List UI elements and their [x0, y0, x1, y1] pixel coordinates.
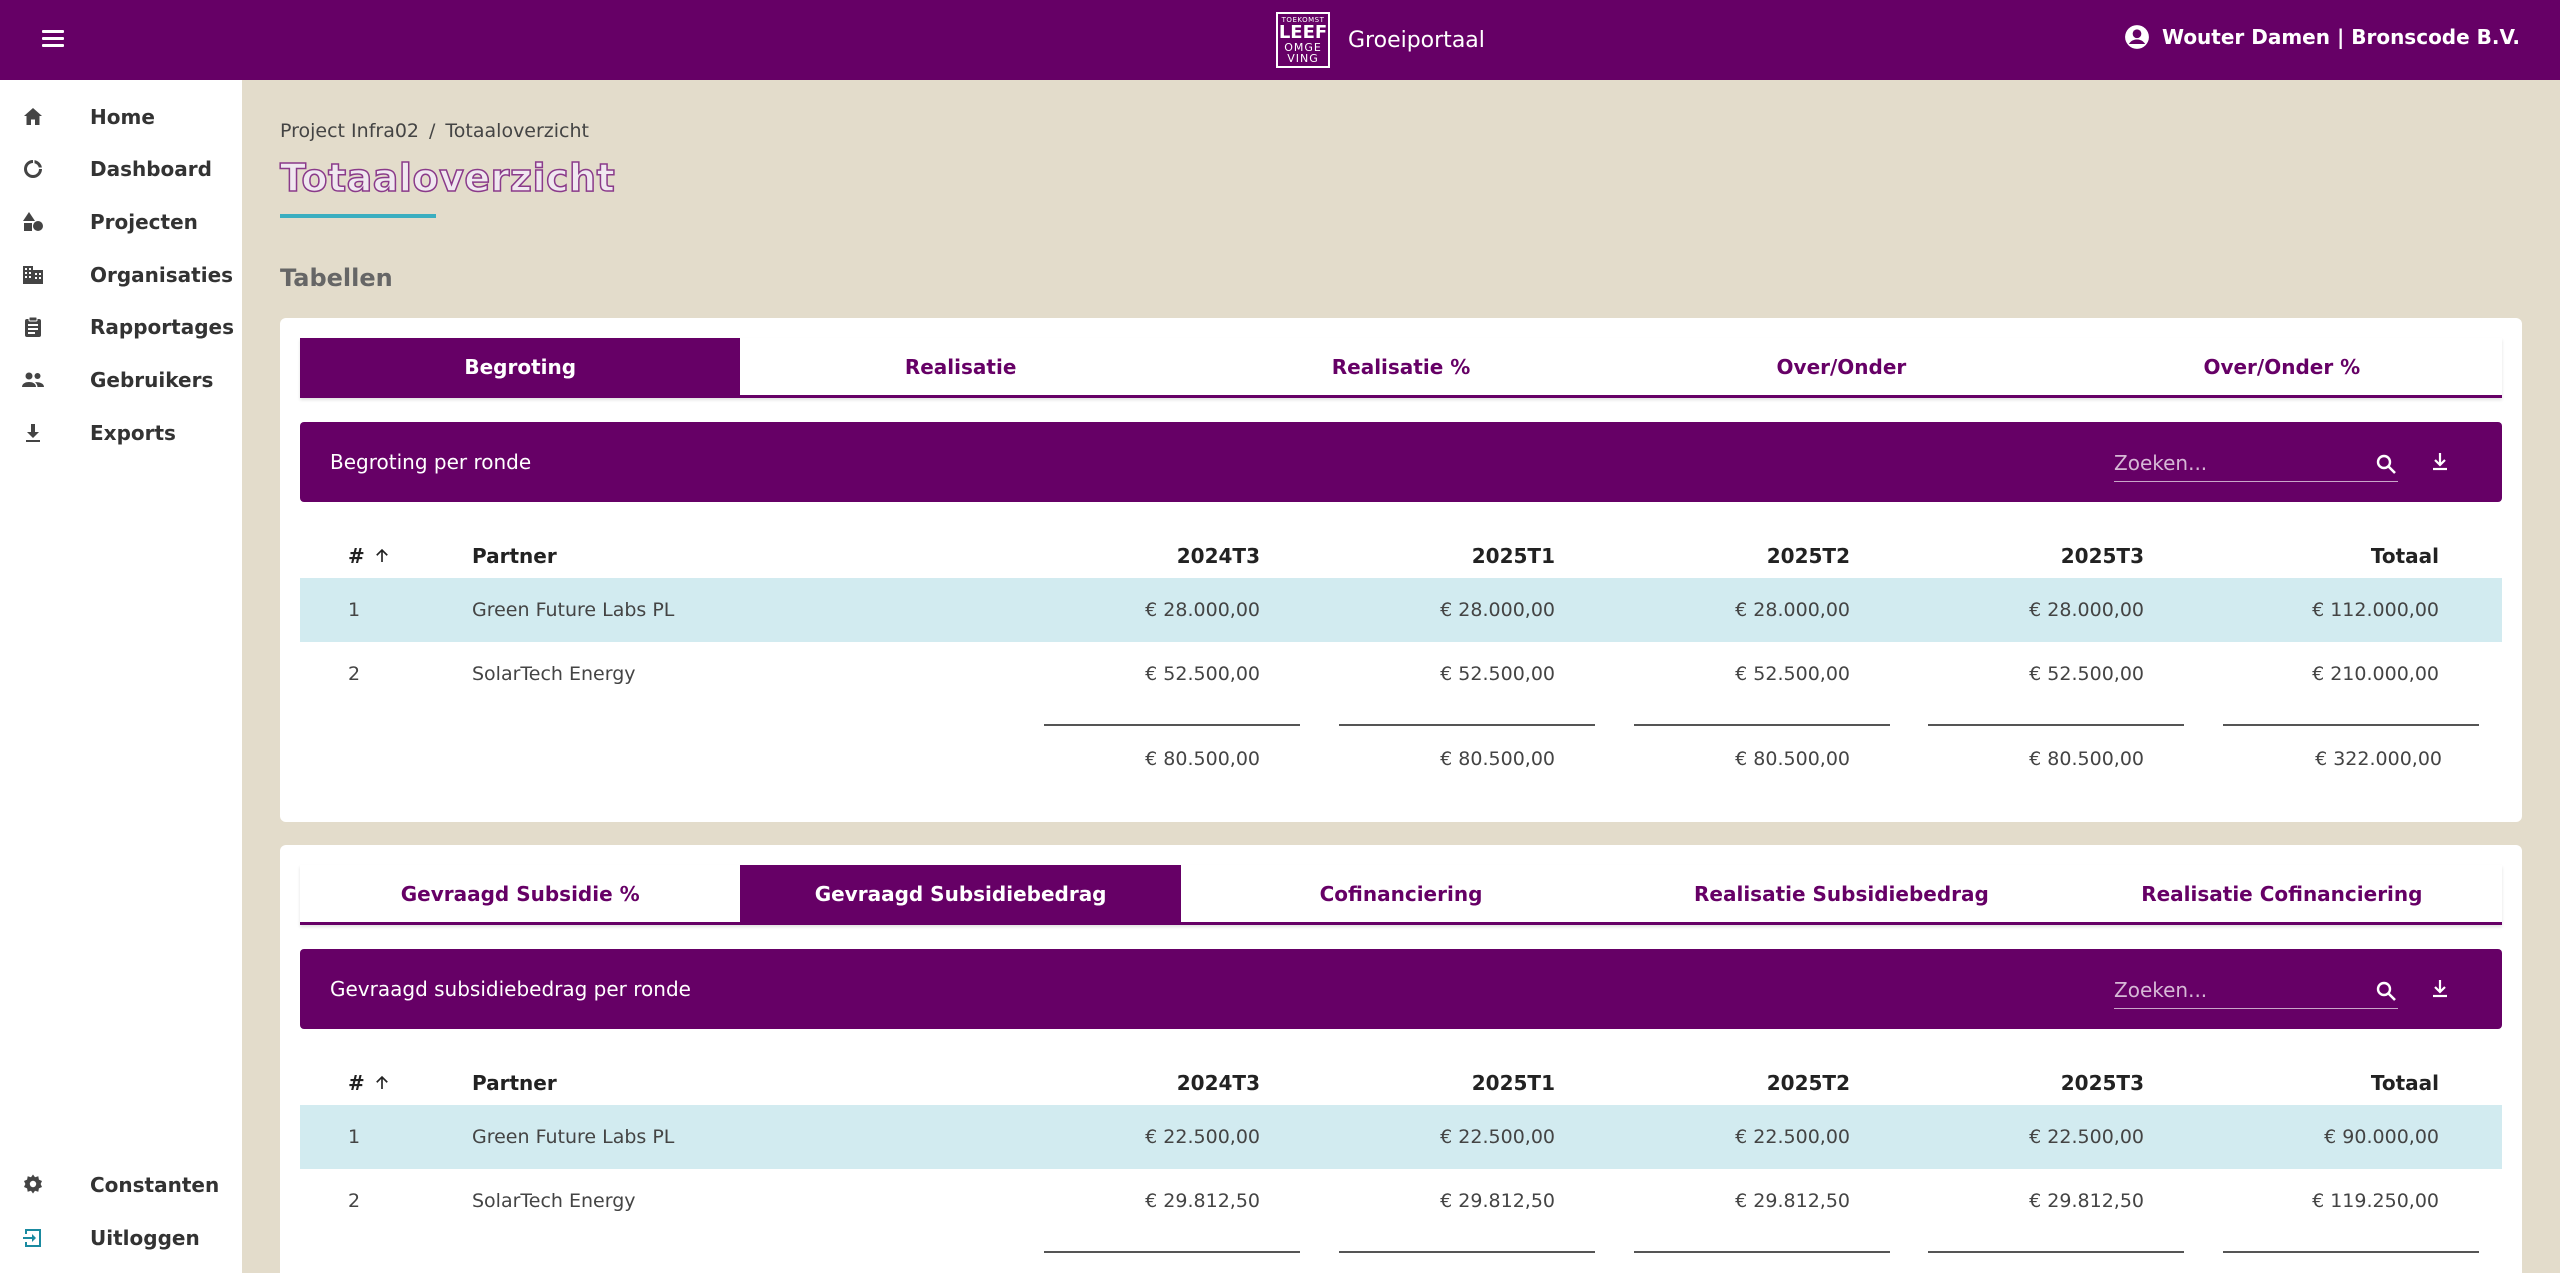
card-begroting: Begroting Realisatie Realisatie % Over/O…	[280, 318, 2522, 822]
table-title: Gevraagd subsidiebedrag per ronde	[330, 977, 691, 1001]
table-row[interactable]: 1 Green Future Labs PL € 22.500,00 € 22.…	[300, 1105, 2502, 1169]
sidebar-item-organisaties[interactable]: Organisaties	[0, 250, 242, 300]
page-title: Totaaloverzicht	[279, 155, 616, 201]
clipboard-icon	[25, 316, 41, 337]
table-header: # Partner 2024T3 2025T1 2025T2 2025T3 To…	[300, 1061, 2502, 1105]
logo: TOEKOMST LEEF OMGE VING	[1276, 12, 1330, 68]
download-icon[interactable]	[2428, 450, 2452, 474]
tab-bar: Begroting Realisatie Realisatie % Over/O…	[300, 338, 2502, 398]
search-box	[2114, 973, 2398, 1009]
column-totaal[interactable]: Totaal	[2370, 544, 2439, 568]
logout-icon	[23, 1229, 41, 1247]
search-icon[interactable]	[2374, 979, 2398, 1003]
column-2025t1[interactable]: 2025T1	[1471, 544, 1555, 568]
table-toolbar: Begroting per ronde	[300, 422, 2502, 502]
tab-realisatie-subsidiebedrag[interactable]: Realisatie Subsidiebedrag	[1694, 881, 1989, 906]
sidebar-item-gebruikers[interactable]: Gebruikers	[0, 355, 242, 405]
tab-begroting[interactable]: Begroting	[300, 338, 741, 395]
table-row[interactable]: 2 SolarTech Energy € 29.812,50 € 29.812,…	[348, 1190, 2439, 1212]
sidebar-item-rapportages[interactable]: Rapportages	[0, 302, 242, 352]
total-divider	[2223, 724, 2479, 726]
tab-realisatie[interactable]: Realisatie	[904, 354, 1017, 379]
projects-icon	[23, 212, 43, 231]
column-2024t3[interactable]: 2024T3	[1176, 544, 1260, 568]
breadcrumb-project[interactable]: Project Infra02	[280, 120, 420, 142]
card-subsidie: Gevraagd Subsidie % Gevraagd Subsidiebed…	[280, 845, 2522, 1273]
total-2025t1: € 80.500,00	[1440, 748, 1555, 770]
sidebar-item-dashboard[interactable]: Dashboard	[0, 144, 242, 194]
column-2025t2[interactable]: 2025T2	[1766, 1071, 1850, 1095]
dashboard-icon	[24, 160, 42, 178]
tab-realisatie-percent[interactable]: Realisatie %	[1331, 354, 1471, 379]
tab-gevraagd-subsidie-percent[interactable]: Gevraagd Subsidie %	[400, 881, 640, 906]
total-divider	[2223, 1251, 2479, 1253]
column-2025t1[interactable]: 2025T1	[1471, 1071, 1555, 1095]
column-2025t3[interactable]: 2025T3	[2060, 544, 2144, 568]
search-icon[interactable]	[2374, 452, 2398, 476]
users-icon	[22, 372, 44, 387]
table-row[interactable]: 2 SolarTech Energy € 52.500,00 € 52.500,…	[348, 663, 2439, 685]
tab-cofinanciering[interactable]: Cofinanciering	[1319, 881, 1483, 906]
sidebar-item-constanten[interactable]: Constanten	[0, 1160, 242, 1210]
download-icon[interactable]	[2428, 977, 2452, 1001]
download-icon	[26, 424, 40, 442]
tab-over-onder[interactable]: Over/Onder	[1776, 354, 1907, 379]
total-divider	[1044, 1251, 1300, 1253]
sidebar-item-exports[interactable]: Exports	[0, 408, 242, 458]
table-toolbar: Gevraagd subsidiebedrag per ronde	[300, 949, 2502, 1029]
building-icon	[23, 266, 43, 284]
total-divider	[1044, 724, 1300, 726]
table-title: Begroting per ronde	[330, 450, 532, 474]
column-2025t2[interactable]: 2025T2	[1766, 544, 1850, 568]
table-header: # Partner 2024T3 2025T1 2025T2 2025T3 To…	[300, 534, 2502, 578]
column-partner[interactable]: Partner	[472, 544, 557, 568]
table-row[interactable]: 1 Green Future Labs PL € 28.000,00 € 28.…	[300, 578, 2502, 642]
total-divider	[1928, 1251, 2184, 1253]
total-divider	[1634, 1251, 1890, 1253]
user-name: Wouter Damen | Bronscode B.V.	[2161, 25, 2520, 49]
tab-bar: Gevraagd Subsidie % Gevraagd Subsidiebed…	[300, 865, 2502, 925]
main-content: Project Infra02/Totaaloverzicht Totaalov…	[242, 80, 2560, 1273]
search-input[interactable]	[2114, 446, 2354, 480]
tab-realisatie-cofinanciering[interactable]: Realisatie Cofinanciering	[2141, 881, 2423, 906]
home-icon	[24, 108, 42, 125]
menu-icon[interactable]	[38, 26, 68, 54]
total-divider	[1339, 724, 1595, 726]
breadcrumb: Project Infra02/Totaaloverzicht	[280, 120, 589, 142]
sort-column-num[interactable]: #	[348, 1061, 391, 1105]
column-partner[interactable]: Partner	[472, 1071, 557, 1095]
section-title: Tabellen	[280, 264, 393, 292]
total-divider	[1339, 1251, 1595, 1253]
total-totaal: € 322.000,00	[2315, 748, 2442, 770]
column-totaal[interactable]: Totaal	[2370, 1071, 2439, 1095]
total-2024t3: € 80.500,00	[1145, 748, 1260, 770]
tab-over-onder-percent[interactable]: Over/Onder %	[2203, 354, 2361, 379]
arrow-up-icon	[375, 1075, 388, 1089]
account-icon	[2125, 25, 2149, 49]
breadcrumb-current: Totaaloverzicht	[445, 120, 589, 142]
total-divider	[1928, 724, 2184, 726]
gear-icon	[24, 1174, 42, 1194]
search-input[interactable]	[2114, 973, 2354, 1007]
total-2025t2: € 80.500,00	[1735, 748, 1850, 770]
sidebar-item-home[interactable]: Home	[0, 92, 242, 142]
search-box	[2114, 446, 2398, 482]
user-menu[interactable]: Wouter Damen | Bronscode B.V.	[2124, 24, 2520, 50]
tab-gevraagd-subsidiebedrag[interactable]: Gevraagd Subsidiebedrag	[740, 865, 1181, 922]
arrow-up-icon	[375, 548, 388, 562]
title-underline	[280, 214, 436, 218]
sidebar: Home Dashboard Projecten Organisaties Ra…	[0, 80, 242, 1273]
app-name: Groeiportaal	[1348, 27, 1485, 53]
sort-column-num[interactable]: #	[348, 534, 391, 578]
sidebar-item-projecten[interactable]: Projecten	[0, 197, 242, 247]
brand[interactable]: TOEKOMST LEEF OMGE VING Groeiportaal	[1276, 12, 1485, 68]
column-2025t3[interactable]: 2025T3	[2060, 1071, 2144, 1095]
total-2025t3: € 80.500,00	[2029, 748, 2144, 770]
column-2024t3[interactable]: 2024T3	[1176, 1071, 1260, 1095]
total-divider	[1634, 724, 1890, 726]
sidebar-item-uitloggen[interactable]: Uitloggen	[0, 1213, 242, 1263]
top-bar: TOEKOMST LEEF OMGE VING Groeiportaal Wou…	[0, 0, 2560, 80]
